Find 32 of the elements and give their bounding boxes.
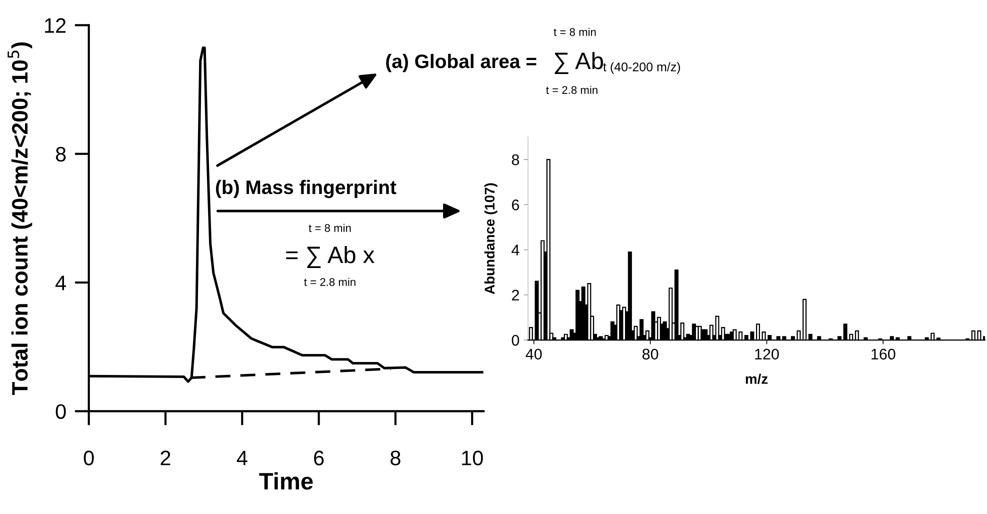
annotation: (a) Global area = (386, 54, 536, 72)
x-axis-title: Time (259, 472, 313, 490)
y-tick-label: 0 (512, 334, 520, 346)
text: t = 8 min (554, 28, 596, 36)
text: ∑ Ab (554, 52, 603, 74)
x-tick-label: 6 (314, 450, 324, 466)
x-tick-label: 2 (160, 450, 170, 466)
annotation: t = 2.8 min (304, 278, 356, 286)
x-axis-title: m/z (746, 374, 768, 384)
x-tick-label: 160 (872, 348, 896, 360)
text: t = 2.8 min (546, 86, 598, 94)
text: t (40-200 m/z) (603, 62, 680, 74)
x-tick-label: 120 (755, 348, 779, 360)
annotation: = ∑ Ab x (286, 246, 374, 268)
y-tick-label: 6 (512, 200, 520, 210)
x-tick-label: 80 (642, 348, 658, 360)
y-tick-label: 4 (56, 276, 66, 290)
y-axis-title: Abundance (107) (484, 183, 498, 294)
y-tick-label: 12 (45, 18, 66, 33)
x-tick-label: 40 (526, 348, 542, 360)
annotation: (b) Mass fingerprint (216, 180, 396, 198)
y-tick-label: 4 (512, 244, 520, 256)
annotation: t = 8 min (308, 224, 351, 232)
y-tick-label: 2 (512, 290, 519, 300)
x-tick-label: 10 (462, 450, 483, 466)
y-tick-label: 8 (56, 146, 66, 162)
y-tick-label: 0 (56, 404, 66, 419)
y-axis-title: Total ion count (40<m/z<200; 10$^{5}$) (8, 42, 32, 396)
y-tick-label: 8 (512, 154, 520, 166)
x-tick-label: 0 (84, 450, 94, 466)
x-tick-label: 8 (390, 450, 400, 466)
x-tick-label: 4 (236, 450, 248, 466)
